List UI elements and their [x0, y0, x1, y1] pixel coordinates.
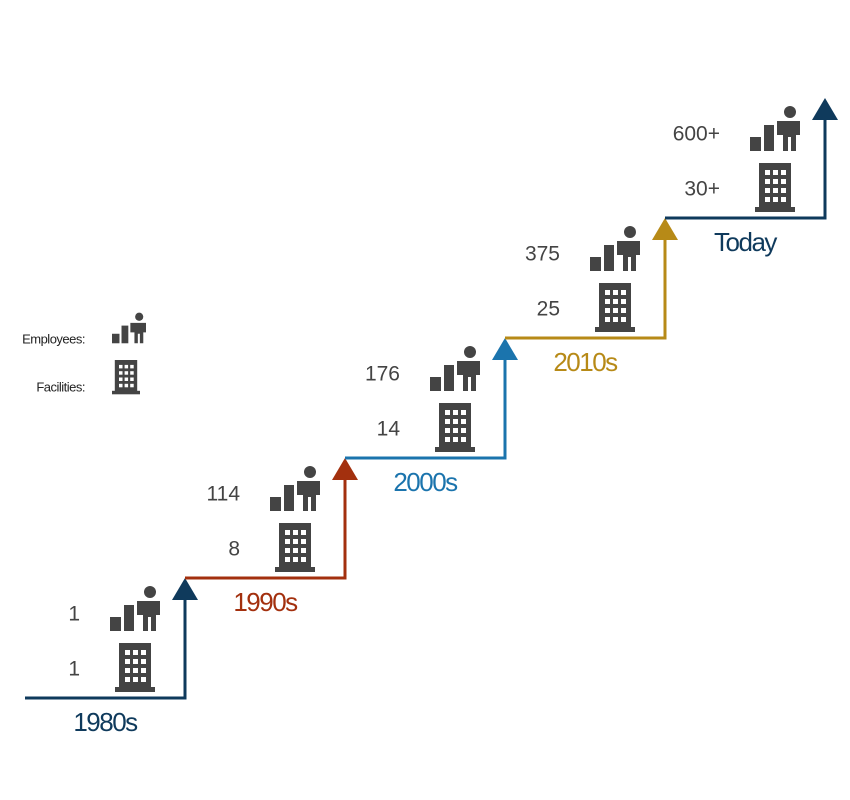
employees-icon [750, 106, 800, 151]
facilities-count: 1 [68, 658, 80, 681]
step-label: Today [714, 227, 777, 257]
step-arrow [492, 338, 518, 360]
facilities-icon [595, 283, 635, 332]
employees-icon [112, 312, 146, 344]
step-line [505, 240, 667, 340]
facilities-count: 8 [228, 538, 240, 561]
employees-count: 1 [68, 603, 80, 626]
step-line [665, 120, 827, 220]
legend-facilities: Facilities: [36, 379, 85, 394]
legend-employees: Employees: [22, 331, 85, 346]
facilities-icon [435, 403, 475, 452]
employees-count: 114 [207, 483, 241, 506]
employees-icon [590, 226, 640, 271]
facilities-count: 30+ [684, 178, 720, 201]
facilities-icon [275, 523, 315, 572]
facilities-count: 14 [377, 418, 401, 441]
facilities-count: 25 [537, 298, 560, 321]
step-line [185, 480, 347, 580]
step-arrow [652, 218, 678, 240]
facilities-icon [112, 360, 140, 395]
employees-count: 176 [365, 363, 400, 386]
facilities-icon [115, 643, 155, 692]
employees-count: 375 [525, 243, 560, 266]
employees-icon [270, 466, 320, 511]
step-arrow [812, 98, 838, 120]
step-line [25, 600, 187, 700]
legend: Employees: Facilities: [22, 312, 146, 395]
step-label: 1980s [73, 707, 138, 737]
step-label: 1990s [233, 587, 298, 617]
employees-icon [110, 586, 160, 631]
step-arrow [332, 458, 358, 480]
facilities-icon [755, 163, 795, 212]
step-line [345, 360, 507, 460]
step-label: 2000s [393, 467, 458, 497]
employees-icon [430, 346, 480, 391]
employees-count: 600+ [673, 123, 720, 146]
step-label: 2010s [553, 347, 618, 377]
step-arrow [172, 578, 198, 600]
